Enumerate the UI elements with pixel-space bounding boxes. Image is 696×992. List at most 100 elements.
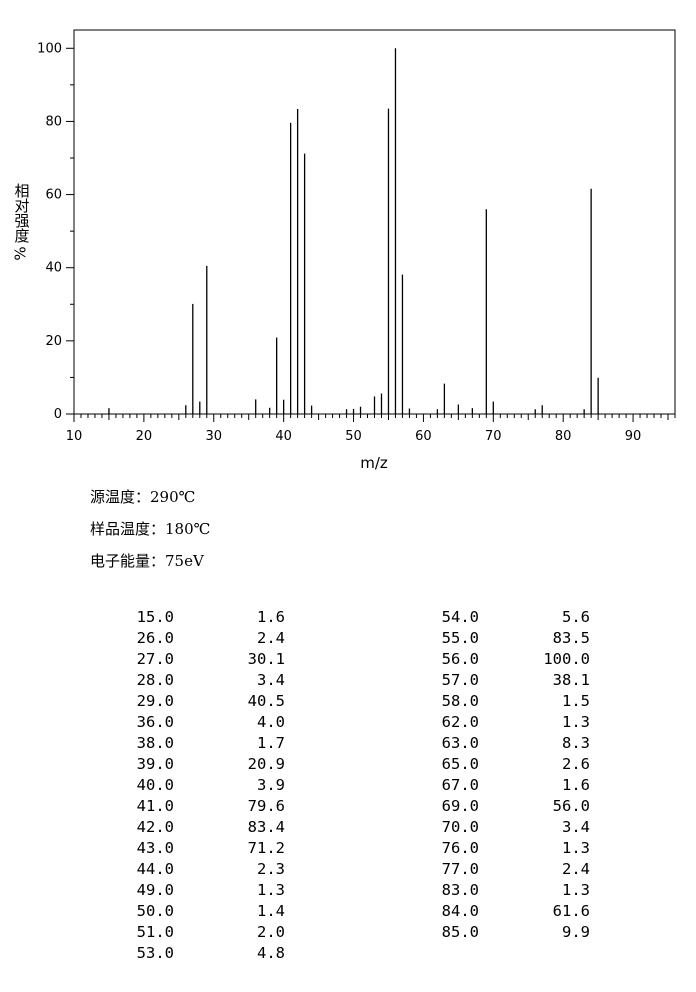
x-tick-label: 50 bbox=[345, 429, 362, 444]
table-row: 56.0 100.0 bbox=[433, 649, 590, 670]
mz-value: 65.0 bbox=[441, 755, 479, 773]
mz-value: 36.0 bbox=[136, 713, 174, 731]
plot-frame bbox=[73, 29, 676, 415]
table-row: 62.0 1.3 bbox=[433, 712, 590, 733]
table-row: 83.0 1.3 bbox=[433, 880, 590, 901]
table-row: 65.0 2.6 bbox=[433, 754, 590, 775]
peak-table-left: 15.0 1.6 26.0 2.4 27.0 30.1 28.0 3.4 29.0 40.5 36.… bbox=[128, 607, 285, 964]
intensity-value: 83.5 bbox=[552, 629, 590, 647]
table-row: 63.0 8.3 bbox=[433, 733, 590, 754]
y-tick-label: 40 bbox=[45, 261, 62, 276]
mz-value: 43.0 bbox=[136, 839, 174, 857]
intensity-value: 1.7 bbox=[257, 734, 285, 752]
intensity-value: 2.0 bbox=[257, 923, 285, 941]
table-row: 15.0 1.6 bbox=[128, 607, 285, 628]
table-row: 77.0 2.4 bbox=[433, 859, 590, 880]
table-row: 26.0 2.4 bbox=[128, 628, 285, 649]
y-axis-label-group: 相对强度 % bbox=[10, 183, 32, 262]
intensity-value: 3.9 bbox=[257, 776, 285, 794]
table-row: 42.0 83.4 bbox=[128, 817, 285, 838]
x-tick-label: 90 bbox=[625, 429, 642, 444]
mass-spectrum-chart: 10 20 30 40 50 60 70 80 90 0 20 40 60 80 100 m/z bbox=[37, 29, 676, 472]
intensity-value: 1.6 bbox=[562, 776, 590, 794]
table-row: 50.0 1.4 bbox=[128, 901, 285, 922]
mz-value: 69.0 bbox=[441, 797, 479, 815]
intensity-value: 8.3 bbox=[562, 734, 590, 752]
mz-value: 58.0 bbox=[441, 692, 479, 710]
y-tick-label: 20 bbox=[45, 334, 62, 349]
table-row: 55.0 83.5 bbox=[433, 628, 590, 649]
mz-value: 51.0 bbox=[136, 923, 174, 941]
mz-value: 42.0 bbox=[136, 818, 174, 836]
intensity-value: 4.8 bbox=[257, 944, 285, 962]
mz-value: 56.0 bbox=[441, 650, 479, 668]
table-row: 70.0 3.4 bbox=[433, 817, 590, 838]
mz-value: 85.0 bbox=[441, 923, 479, 941]
table-row: 36.0 4.0 bbox=[128, 712, 285, 733]
table-row: 28.0 3.4 bbox=[128, 670, 285, 691]
electron-energy: 电子能量：75eV bbox=[90, 552, 204, 570]
mz-value: 26.0 bbox=[136, 629, 174, 647]
intensity-value: 20.9 bbox=[247, 755, 285, 773]
sample-temperature: 样品温度：180℃ bbox=[90, 520, 211, 538]
x-tick-label: 20 bbox=[136, 429, 153, 444]
source-temperature: 源温度：290℃ bbox=[90, 488, 196, 506]
mz-value: 70.0 bbox=[441, 818, 479, 836]
table-row: 54.0 5.6 bbox=[433, 607, 590, 628]
intensity-value: 2.6 bbox=[562, 755, 590, 773]
mz-value: 50.0 bbox=[136, 902, 174, 920]
spectrum-peaks bbox=[108, 48, 599, 414]
intensity-value: 38.1 bbox=[552, 671, 590, 689]
intensity-value: 83.4 bbox=[247, 818, 285, 836]
table-row: 76.0 1.3 bbox=[433, 838, 590, 859]
table-row: 85.0 9.9 bbox=[433, 922, 590, 943]
mz-value: 27.0 bbox=[136, 650, 174, 668]
intensity-value: 30.1 bbox=[247, 650, 285, 668]
intensity-value: 1.3 bbox=[562, 881, 590, 899]
table-row: 43.0 71.2 bbox=[128, 838, 285, 859]
table-row: 84.0 61.6 bbox=[433, 901, 590, 922]
mz-value: 62.0 bbox=[441, 713, 479, 731]
intensity-value: 2.3 bbox=[257, 860, 285, 878]
table-row: 51.0 2.0 bbox=[128, 922, 285, 943]
table-row: 41.0 79.6 bbox=[128, 796, 285, 817]
mz-value: 44.0 bbox=[136, 860, 174, 878]
mz-value: 57.0 bbox=[441, 671, 479, 689]
y-axis-unit: % bbox=[11, 246, 30, 261]
x-tick-label: 80 bbox=[555, 429, 572, 444]
table-row: 38.0 1.7 bbox=[128, 733, 285, 754]
y-tick-label: 0 bbox=[54, 407, 62, 422]
axis-ticks: 10 20 30 40 50 60 70 80 90 0 20 40 60 80 100 bbox=[37, 41, 676, 444]
intensity-value: 1.5 bbox=[562, 692, 590, 710]
mz-value: 63.0 bbox=[441, 734, 479, 752]
table-row: 49.0 1.3 bbox=[128, 880, 285, 901]
intensity-value: 5.6 bbox=[562, 608, 590, 626]
x-axis-label: m/z bbox=[360, 454, 388, 472]
y-tick-label: 80 bbox=[45, 114, 62, 129]
table-row: 40.0 3.9 bbox=[128, 775, 285, 796]
table-row: 29.0 40.5 bbox=[128, 691, 285, 712]
y-tick-label: 60 bbox=[45, 188, 62, 203]
intensity-value: 61.6 bbox=[552, 902, 590, 920]
plot-border bbox=[73, 29, 676, 415]
intensity-value: 4.0 bbox=[257, 713, 285, 731]
intensity-value: 3.4 bbox=[257, 671, 285, 689]
intensity-value: 40.5 bbox=[247, 692, 285, 710]
mz-value: 67.0 bbox=[441, 776, 479, 794]
mz-value: 29.0 bbox=[136, 692, 174, 710]
intensity-value: 56.0 bbox=[552, 797, 590, 815]
intensity-value: 3.4 bbox=[562, 818, 590, 836]
x-tick-label: 30 bbox=[205, 429, 222, 444]
mz-value: 83.0 bbox=[441, 881, 479, 899]
intensity-value: 71.2 bbox=[247, 839, 285, 857]
table-row: 58.0 1.5 bbox=[433, 691, 590, 712]
x-tick-label: 40 bbox=[275, 429, 292, 444]
mz-value: 39.0 bbox=[136, 755, 174, 773]
intensity-value: 1.3 bbox=[562, 713, 590, 731]
intensity-value: 100.0 bbox=[543, 650, 590, 668]
y-tick-label: 100 bbox=[37, 41, 62, 56]
intensity-value: 1.6 bbox=[257, 608, 285, 626]
mz-value: 77.0 bbox=[441, 860, 479, 878]
table-row: 67.0 1.6 bbox=[433, 775, 590, 796]
intensity-value: 79.6 bbox=[247, 797, 285, 815]
